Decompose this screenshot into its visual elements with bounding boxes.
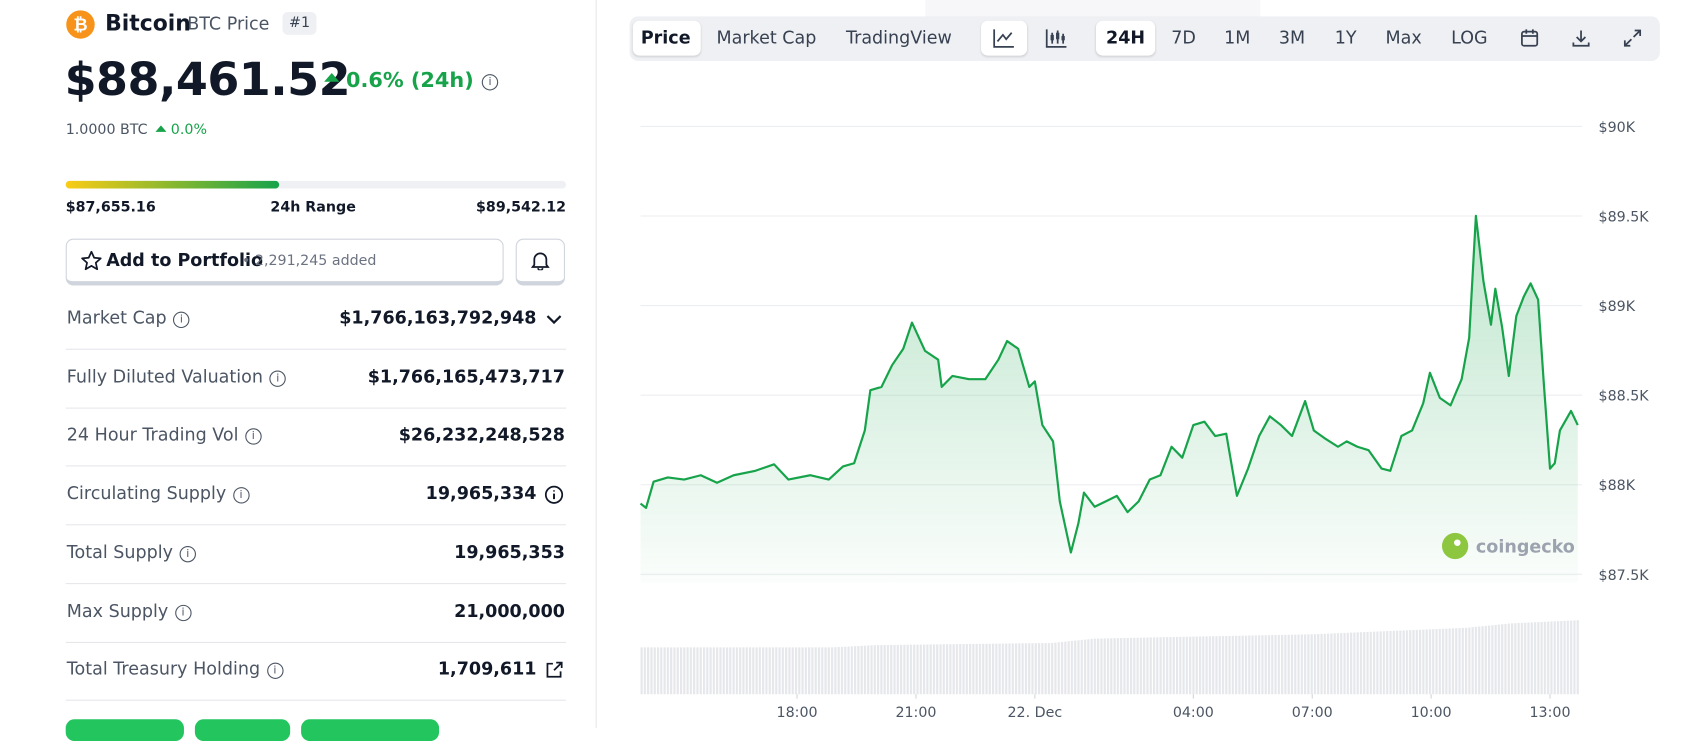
range-high: $89,542.12 (476, 199, 567, 216)
svg-text:₿: ₿ (73, 16, 87, 36)
divider (595, 0, 597, 728)
watermark-text: coingecko (1475, 535, 1575, 557)
stat-value: 21,000,000 (454, 599, 565, 621)
bell-icon (531, 252, 550, 271)
stat-value: 19,965,334 (425, 482, 537, 504)
view-tab[interactable]: Market Cap (716, 27, 817, 48)
price-area (640, 215, 1578, 584)
btc-icon: ₿ (66, 10, 95, 39)
price-line (639, 214, 1579, 554)
tab-selected (981, 20, 1028, 56)
stat-value: 19,965,353 (454, 541, 565, 563)
external-link-icon (544, 661, 564, 685)
stat-value: $1,766,165,473,717 (367, 365, 565, 387)
x-tick-label: 18:00 (777, 705, 818, 721)
stat-value: 1,709,611 (437, 658, 537, 680)
x-tick-label: 10:00 (1411, 705, 1452, 721)
row-separator (65, 407, 567, 409)
info-icon[interactable]: i (173, 311, 190, 329)
info-icon[interactable]: i (179, 545, 196, 563)
stat-value: $26,232,248,528 (398, 424, 565, 446)
chevron-icon (544, 310, 564, 334)
price-change: 0.6% (24h) (345, 68, 474, 93)
btc-change: 0.0% (170, 122, 207, 139)
star-icon (81, 250, 102, 271)
row-separator (65, 582, 567, 584)
period-tab[interactable]: 3M (1278, 27, 1306, 48)
rank-badge: #1 (282, 11, 317, 35)
view-tab[interactable]: TradingView (845, 27, 952, 48)
row-separator (65, 348, 567, 350)
stat-label: Total Supply i (67, 541, 196, 563)
period-tab[interactable]: 1M (1224, 27, 1251, 48)
period-tab[interactable]: Max (1385, 27, 1422, 48)
up-arrow (324, 73, 340, 82)
expand-icon[interactable] (1623, 28, 1643, 48)
stat-label: Circulating Supply i (67, 483, 250, 504)
y-tick-label: $89.5K (1599, 209, 1650, 225)
x-tick-label: 07:00 (1292, 705, 1333, 721)
period-tab[interactable]: 7D (1171, 27, 1196, 48)
info-icon[interactable]: i (232, 487, 250, 504)
price: $88,461.52 (64, 52, 351, 106)
portfolio-button[interactable]: Add to Portfolio • 2,291,245 added (65, 238, 504, 286)
watermark: coingecko (1441, 532, 1575, 560)
x-tick-label: 22. Dec (1007, 705, 1062, 721)
portfolio-added: • 2,291,245 added (241, 252, 377, 270)
stat-label: Max Supply i (67, 600, 192, 621)
gecko-logo (1441, 532, 1469, 560)
info-icon[interactable]: i (266, 662, 284, 680)
tab-selected (632, 20, 701, 56)
alert-button[interactable] (515, 238, 565, 286)
stat-label: Fully Diluted Valuation i (67, 366, 286, 387)
btc-amount: 1.0000 BTC (65, 122, 148, 139)
x-tick-label: 04:00 (1173, 705, 1214, 721)
period-tab[interactable]: 24H (1106, 27, 1146, 48)
range-track (65, 180, 567, 189)
stat-label: Total Treasury Holding i (67, 658, 284, 680)
y-tick-label: $87.5K (1599, 568, 1650, 584)
calendar-icon[interactable] (1520, 28, 1540, 48)
symbol-label: BTC Price (187, 13, 270, 34)
x-tick-label: 21:00 (895, 705, 936, 721)
portfolio-label: Add to Portfolio (106, 249, 264, 271)
candle-chart-icon[interactable] (1045, 27, 1069, 49)
range-fill (65, 180, 280, 189)
volume-bars (640, 620, 1580, 695)
range-low: $87,655.16 (65, 199, 156, 216)
row-separator (65, 465, 567, 467)
view-tab[interactable]: Price (640, 27, 691, 48)
coin-name: Bitcoin (105, 9, 191, 36)
stat-label: 24 Hour Trading Vol i (67, 424, 262, 446)
y-tick-label: $89K (1599, 299, 1636, 315)
row-separator (65, 524, 567, 526)
up-arrow (155, 125, 167, 132)
tab-selected (1095, 20, 1156, 56)
range-label: 24h Range (270, 199, 356, 216)
y-tick-label: $88K (1599, 478, 1636, 494)
stat-label: Market Cap i (67, 307, 190, 329)
info-icon[interactable]: i (245, 428, 262, 446)
period-tab[interactable]: 1Y (1334, 27, 1357, 48)
stat-value: $1,766,163,792,948 (339, 307, 537, 329)
x-tick-label: 13:00 (1530, 705, 1571, 721)
line-chart-icon[interactable] (992, 27, 1016, 49)
info-icon[interactable]: i (174, 604, 192, 621)
period-tab[interactable]: LOG (1451, 27, 1488, 48)
info-icon[interactable]: i (475, 70, 499, 91)
info-icon[interactable]: i (269, 370, 286, 387)
y-tick-label: $88.5K (1599, 389, 1650, 405)
row-separator (65, 641, 567, 643)
y-tick-label: $90K (1599, 120, 1636, 136)
row-separator (65, 699, 567, 701)
info-icon (544, 485, 564, 509)
download-icon[interactable] (1571, 28, 1591, 48)
